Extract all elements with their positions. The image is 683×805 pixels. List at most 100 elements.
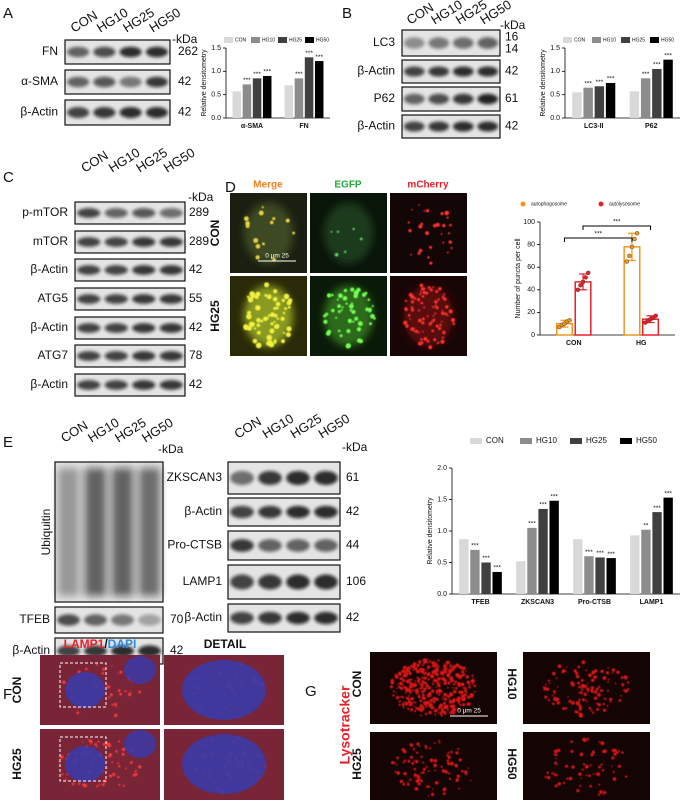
legend-marker <box>278 37 287 43</box>
puncta <box>425 231 430 236</box>
puncta <box>557 782 562 786</box>
puncta <box>256 323 261 328</box>
puncta <box>420 291 422 294</box>
puncta <box>586 687 590 692</box>
significance: *** <box>243 77 251 84</box>
kda-label: 70 <box>170 612 184 626</box>
blot-label: P62 <box>374 91 396 105</box>
y-tick-label: 0.0 <box>437 591 447 598</box>
puncta <box>467 696 471 700</box>
puncta <box>422 704 425 707</box>
puncta <box>280 316 285 321</box>
puncta <box>581 660 586 665</box>
puncta <box>444 211 449 216</box>
puncta <box>334 252 339 257</box>
y-tick-label: 1.5 <box>550 45 560 52</box>
puncta <box>455 778 460 782</box>
puncta <box>624 689 628 693</box>
puncta <box>325 312 329 316</box>
blot-bands <box>230 574 338 590</box>
smear <box>57 468 80 596</box>
title-part: / <box>104 637 108 651</box>
y-axis-title: Relative densitometry <box>540 49 547 117</box>
puncta <box>335 316 338 319</box>
puncta <box>356 327 362 332</box>
puncta <box>425 765 428 768</box>
bar <box>304 57 314 118</box>
data-point <box>629 244 635 250</box>
band <box>77 380 101 390</box>
band <box>159 351 183 361</box>
puncta <box>458 684 461 686</box>
bar <box>652 69 662 118</box>
puncta <box>419 714 422 717</box>
band <box>403 121 425 132</box>
puncta <box>262 242 265 246</box>
puncta <box>611 668 616 672</box>
legend-label: CON <box>486 436 504 445</box>
puncta <box>570 700 575 705</box>
puncta <box>448 698 451 701</box>
puncta <box>440 690 443 693</box>
significance: *** <box>482 555 490 562</box>
bar <box>573 539 583 594</box>
puncta <box>89 739 93 743</box>
puncta <box>441 311 445 316</box>
puncta <box>396 771 400 775</box>
puncta <box>342 295 348 301</box>
band <box>159 380 183 390</box>
bar <box>492 571 502 594</box>
y-tick-label: 0.5 <box>550 92 560 99</box>
puncta <box>434 713 437 716</box>
puncta <box>420 755 423 759</box>
puncta <box>465 691 468 694</box>
row-label: HG25 <box>10 748 24 780</box>
puncta <box>445 706 449 710</box>
band <box>452 121 474 132</box>
row-label: CON <box>208 220 222 247</box>
blot-label: β-Actin <box>12 643 50 657</box>
puncta <box>246 295 250 299</box>
puncta <box>409 755 414 759</box>
puncta <box>440 320 443 323</box>
puncta <box>256 318 261 323</box>
puncta <box>424 712 428 716</box>
puncta <box>551 772 554 775</box>
puncta <box>419 667 423 671</box>
puncta <box>255 255 260 260</box>
puncta <box>448 772 451 775</box>
puncta <box>555 758 557 760</box>
puncta <box>579 752 584 757</box>
puncta <box>544 695 548 699</box>
puncta <box>403 320 408 325</box>
puncta <box>454 680 458 684</box>
puncta <box>437 659 440 662</box>
legend-marker <box>251 37 260 43</box>
puncta <box>439 711 443 715</box>
blot-bands <box>403 121 499 132</box>
puncta <box>409 743 414 747</box>
puncta <box>571 765 575 769</box>
puncta <box>591 670 596 675</box>
puncta <box>454 686 458 690</box>
puncta <box>446 672 451 677</box>
significance: ** <box>643 522 649 529</box>
puncta <box>461 683 464 686</box>
puncta <box>418 745 421 747</box>
puncta <box>612 777 617 781</box>
cell-glow <box>243 202 294 264</box>
puncta <box>407 314 411 317</box>
puncta <box>247 297 254 303</box>
puncta <box>548 682 551 685</box>
puncta <box>452 707 457 712</box>
puncta <box>255 305 261 311</box>
band <box>104 294 128 304</box>
puncta <box>124 767 127 770</box>
puncta <box>258 210 264 216</box>
puncta <box>471 683 474 686</box>
puncta <box>408 229 412 233</box>
puncta <box>446 753 450 757</box>
band <box>77 294 101 304</box>
puncta <box>119 692 123 696</box>
band <box>477 66 499 77</box>
